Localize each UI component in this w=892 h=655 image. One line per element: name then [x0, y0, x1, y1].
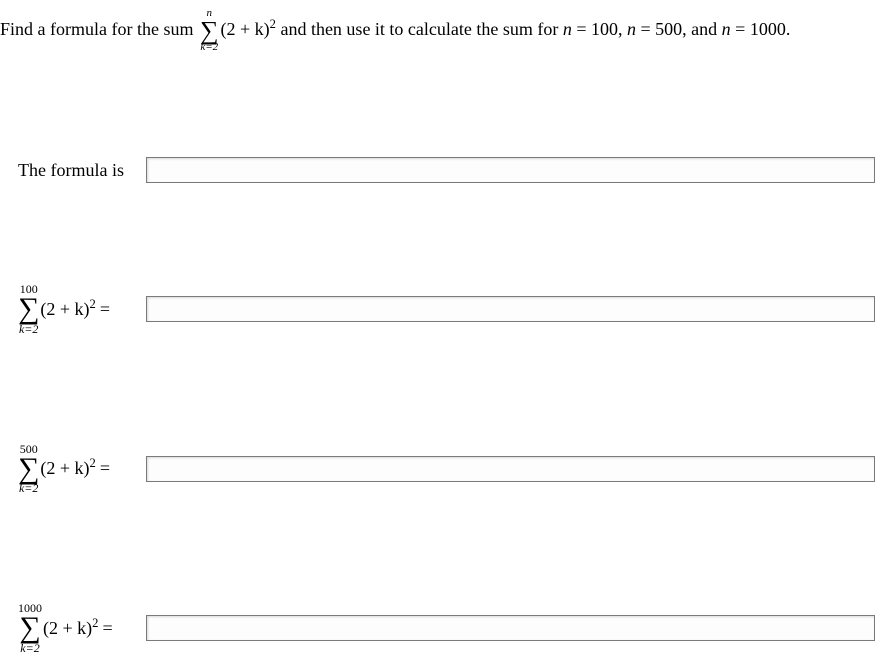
- sum-row-500: 500 ∑ k=2 (2 + k)2 =: [18, 443, 892, 495]
- sum-lower-limit: k=2: [200, 42, 219, 53]
- equals-1000: =: [102, 618, 112, 639]
- lower-limit-100: k=2: [18, 323, 39, 335]
- sum-inline: n∑k=2: [200, 8, 219, 53]
- equals-100: =: [100, 299, 110, 320]
- n-val-3: = 1000.: [731, 19, 791, 39]
- sigma-icon: ∑: [18, 296, 39, 322]
- n-var-1: n: [563, 19, 572, 39]
- n-val-1: = 100,: [572, 19, 627, 39]
- sum-label-500: 500 ∑ k=2 (2 + k)2 =: [18, 443, 146, 495]
- n-val-2: = 500, and: [636, 19, 722, 39]
- problem-statement: Find a formula for the sum n∑k=2(2 + k)2…: [0, 0, 892, 53]
- sigma-icon: ∑: [18, 456, 39, 482]
- expr-500: (2 + k)2: [40, 458, 95, 479]
- sigma-icon: ∑: [200, 19, 219, 42]
- n-var-3: n: [722, 19, 731, 39]
- sum-expression: (2 + k)2: [221, 19, 276, 39]
- formula-label: The formula is: [18, 160, 146, 181]
- sum-label-1000: 1000 ∑ k=2 (2 + k)2 =: [18, 602, 146, 654]
- lower-limit-500: k=2: [18, 482, 39, 494]
- sigma-icon: ∑: [18, 615, 42, 641]
- sum-block-500: 500 ∑ k=2: [18, 443, 39, 495]
- problem-prefix: Find a formula for the sum: [0, 19, 198, 39]
- answer-input-100[interactable]: [146, 296, 875, 322]
- sum-label-100: 100 ∑ k=2 (2 + k)2 =: [18, 283, 146, 335]
- formula-row: The formula is: [18, 157, 892, 183]
- sum-block-1000: 1000 ∑ k=2: [18, 602, 42, 654]
- sum-row-100: 100 ∑ k=2 (2 + k)2 =: [18, 283, 892, 335]
- expr-100: (2 + k)2: [40, 299, 95, 320]
- page-container: Find a formula for the sum n∑k=2(2 + k)2…: [0, 0, 892, 654]
- answer-input-1000[interactable]: [146, 615, 875, 641]
- expr-1000: (2 + k)2: [43, 618, 98, 639]
- n-var-2: n: [627, 19, 636, 39]
- formula-input[interactable]: [146, 157, 875, 183]
- answer-input-500[interactable]: [146, 456, 875, 482]
- problem-middle: and then use it to calculate the sum for: [276, 19, 563, 39]
- sum-block-100: 100 ∑ k=2: [18, 283, 39, 335]
- lower-limit-1000: k=2: [18, 642, 42, 654]
- equals-500: =: [100, 458, 110, 479]
- sum-row-1000: 1000 ∑ k=2 (2 + k)2 =: [18, 602, 892, 654]
